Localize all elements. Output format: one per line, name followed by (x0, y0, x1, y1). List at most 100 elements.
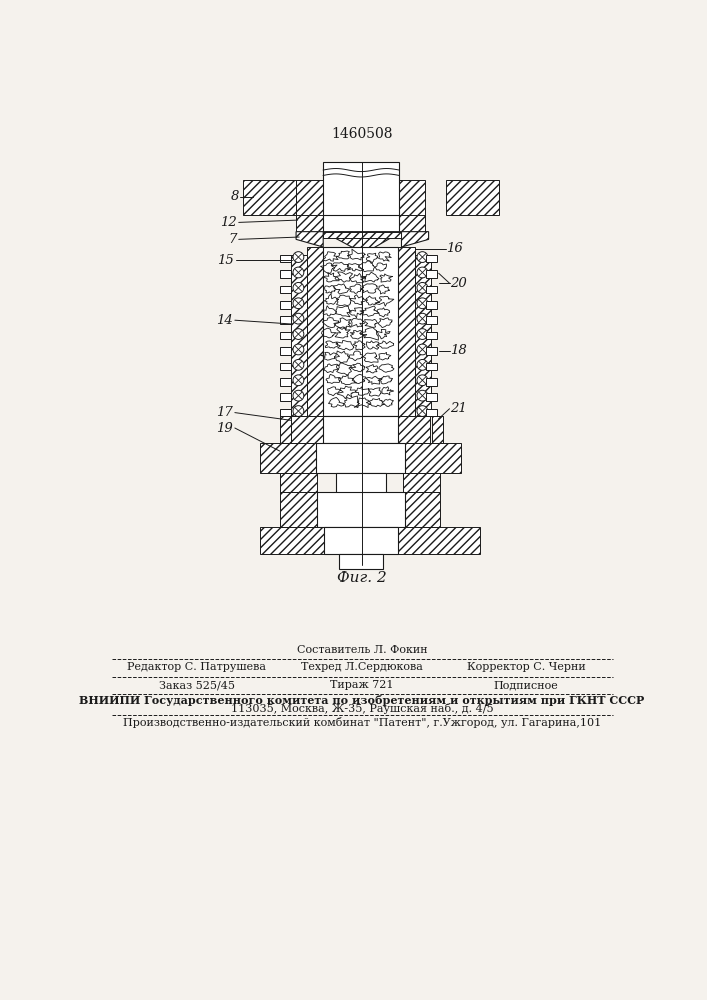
Text: 8: 8 (230, 190, 239, 204)
Text: 15: 15 (217, 254, 234, 267)
Text: 16: 16 (446, 242, 463, 255)
Bar (296, 180, 323, 226)
Bar (397, 180, 425, 226)
Circle shape (417, 390, 428, 401)
Circle shape (417, 406, 428, 416)
Bar (280, 255, 291, 262)
Circle shape (417, 375, 428, 386)
Text: Редактор С. Патрушева: Редактор С. Патрушева (127, 662, 267, 672)
Circle shape (417, 267, 428, 278)
Bar (426, 316, 437, 324)
Text: 18: 18 (450, 344, 467, 358)
Circle shape (293, 344, 304, 355)
Circle shape (293, 298, 304, 309)
Circle shape (417, 359, 428, 370)
Bar (426, 347, 437, 355)
Bar (426, 363, 437, 370)
Bar (280, 492, 317, 527)
Circle shape (417, 252, 428, 262)
Bar (336, 473, 386, 500)
Circle shape (417, 344, 428, 355)
Circle shape (293, 375, 304, 386)
Text: 19: 19 (216, 422, 233, 434)
Circle shape (293, 282, 304, 293)
Text: 1460508: 1460508 (331, 127, 392, 141)
Bar (291, 416, 430, 443)
Bar (323, 162, 399, 226)
Bar (280, 347, 291, 355)
Bar (405, 443, 461, 473)
Bar (323, 232, 402, 238)
Bar (414, 255, 431, 416)
Bar (280, 301, 291, 309)
Bar (280, 332, 291, 339)
Text: 17: 17 (216, 406, 233, 419)
Bar (260, 527, 480, 554)
Bar (280, 473, 317, 492)
Bar (323, 416, 398, 443)
Text: 14: 14 (216, 314, 233, 327)
Bar (280, 286, 291, 293)
Bar (323, 247, 398, 416)
Bar (426, 301, 437, 309)
Bar (307, 247, 323, 416)
Bar (280, 409, 291, 416)
Text: 20: 20 (450, 277, 467, 290)
Circle shape (293, 329, 304, 339)
Bar (317, 492, 404, 527)
Bar (260, 443, 316, 473)
Bar (316, 443, 405, 473)
Polygon shape (323, 232, 402, 255)
Bar (280, 378, 291, 386)
Text: Корректор С. Черни: Корректор С. Черни (467, 662, 585, 672)
Bar (291, 255, 307, 416)
Bar (403, 473, 440, 492)
Bar (323, 215, 399, 232)
Circle shape (417, 329, 428, 339)
Text: Заказ 525/45: Заказ 525/45 (159, 680, 235, 690)
Text: 113035, Москва, Ж-35, Раушская наб., д. 4/5: 113035, Москва, Ж-35, Раушская наб., д. … (230, 703, 493, 714)
Bar (433, 416, 443, 443)
Bar (446, 180, 499, 215)
Text: Фиг. 2: Фиг. 2 (337, 571, 387, 585)
Text: Составитель Л. Фокин: Составитель Л. Фокин (297, 645, 427, 655)
Circle shape (417, 282, 428, 293)
Bar (280, 363, 291, 370)
Polygon shape (402, 232, 428, 247)
Bar (296, 215, 323, 232)
Circle shape (417, 298, 428, 309)
Text: 7: 7 (229, 233, 237, 246)
Bar (426, 332, 437, 339)
Circle shape (293, 267, 304, 278)
Text: 21: 21 (450, 402, 467, 415)
Circle shape (293, 313, 304, 324)
Text: Производственно-издательский комбинат "Патент", г.Ужгород, ул. Гагарина,101: Производственно-издательский комбинат "П… (123, 717, 601, 728)
Bar (426, 270, 437, 278)
Bar (280, 270, 291, 278)
Circle shape (293, 390, 304, 401)
Circle shape (293, 406, 304, 416)
Bar (280, 393, 291, 401)
Text: Тираж 721: Тираж 721 (330, 680, 394, 690)
Bar (339, 554, 383, 569)
Bar (324, 527, 398, 554)
Text: Подписное: Подписное (494, 680, 559, 690)
Text: 12: 12 (221, 216, 237, 229)
Bar (426, 255, 437, 262)
Circle shape (293, 252, 304, 262)
Bar (398, 247, 414, 416)
Bar (280, 316, 291, 324)
Bar (280, 416, 291, 443)
Bar (243, 180, 296, 215)
Bar (426, 378, 437, 386)
Bar (426, 286, 437, 293)
Bar (426, 409, 437, 416)
Bar (403, 492, 440, 527)
Text: ВНИИПИ Государственного комитета по изобретениям и открытиям при ГКНТ СССР: ВНИИПИ Государственного комитета по изоб… (79, 695, 645, 706)
Bar (397, 215, 425, 232)
Bar (426, 393, 437, 401)
Circle shape (417, 313, 428, 324)
Polygon shape (296, 232, 323, 247)
Circle shape (293, 359, 304, 370)
Text: Техред Л.Сердюкова: Техред Л.Сердюкова (301, 662, 423, 672)
